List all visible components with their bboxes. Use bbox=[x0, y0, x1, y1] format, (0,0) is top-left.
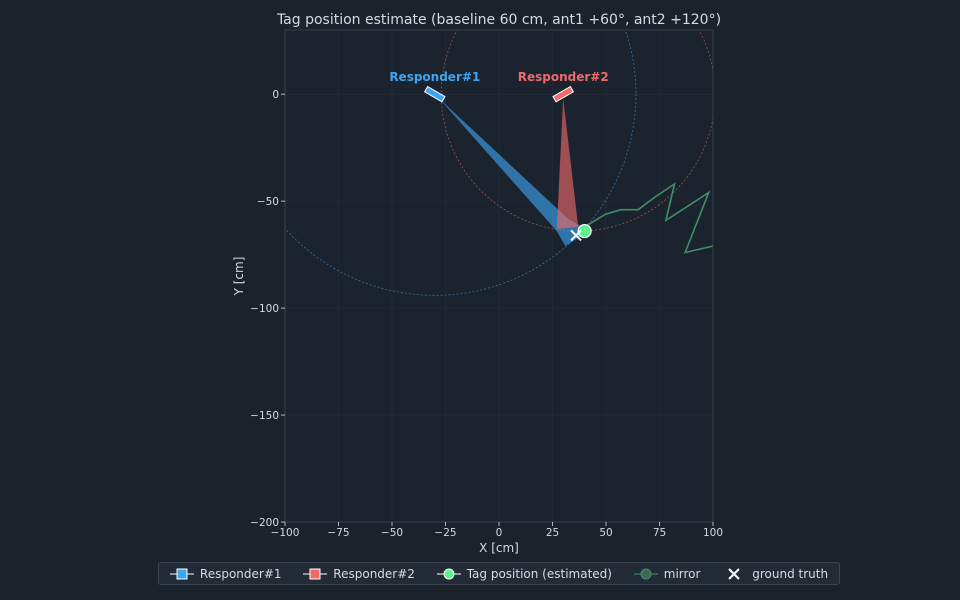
legend-label: mirror bbox=[663, 566, 701, 581]
mirror-marker-icon bbox=[633, 568, 658, 579]
x-tick-label: −50 bbox=[381, 527, 403, 539]
x-tick-label: −25 bbox=[434, 527, 456, 539]
cross-icon bbox=[728, 567, 740, 580]
responder-label-2: Responder#2 bbox=[518, 70, 609, 84]
ground-truth-cross-b bbox=[570, 229, 582, 242]
legend-label: Responder#1 bbox=[199, 566, 282, 581]
x-tick-label: 100 bbox=[703, 527, 723, 539]
legend: Responder#1 Responder#2 Tag position (es… bbox=[158, 562, 840, 585]
responder2-marker-icon bbox=[303, 568, 328, 579]
tag-marker-icon bbox=[436, 568, 461, 579]
cone-2 bbox=[556, 98, 579, 229]
x-axis-label: X [cm] bbox=[479, 541, 519, 555]
x-tick-label: −100 bbox=[271, 527, 300, 539]
y-tick-label: −200 bbox=[250, 517, 279, 529]
plot-area: Responder#1 Responder#2 −100 −75 −50 −25 0 25 50… bbox=[250, 29, 723, 539]
y-tick-label: −150 bbox=[250, 410, 279, 422]
legend-item-mirror: mirror bbox=[633, 566, 701, 581]
data-layer bbox=[285, 30, 713, 296]
x-tick-label: 25 bbox=[546, 527, 559, 539]
x-tick-label: 0 bbox=[496, 527, 503, 539]
legend-item-responder2: Responder#2 bbox=[303, 567, 415, 581]
responder-marker-1 bbox=[423, 85, 446, 103]
y-tick-label: −50 bbox=[257, 196, 279, 208]
tag-estimate-point bbox=[577, 223, 592, 239]
responder-label-1: Responder#1 bbox=[389, 70, 480, 84]
y-axis-label: Y [cm] bbox=[232, 257, 246, 297]
chart-title: Tag position estimate (baseline 60 cm, a… bbox=[276, 12, 721, 28]
y-tick-label: 0 bbox=[272, 89, 279, 101]
responder-marker-2 bbox=[552, 85, 575, 103]
y-tick-label: −100 bbox=[250, 303, 279, 315]
cone-1 bbox=[439, 98, 589, 247]
legend-item-tag: Tag position (estimated) bbox=[436, 566, 612, 581]
legend-item-ground-truth: ground truth bbox=[722, 567, 828, 581]
x-tick-label: 75 bbox=[653, 527, 666, 539]
mirror-line bbox=[584, 182, 713, 254]
legend-label: Responder#2 bbox=[333, 566, 415, 581]
legend-item-responder1: Responder#1 bbox=[169, 566, 282, 581]
x-tick-label: −75 bbox=[327, 527, 349, 539]
legend-label: ground truth bbox=[752, 566, 829, 581]
x-tick-label: 50 bbox=[599, 527, 612, 539]
responder1-marker-icon bbox=[169, 568, 194, 579]
legend-label: Tag position (estimated) bbox=[466, 566, 612, 581]
